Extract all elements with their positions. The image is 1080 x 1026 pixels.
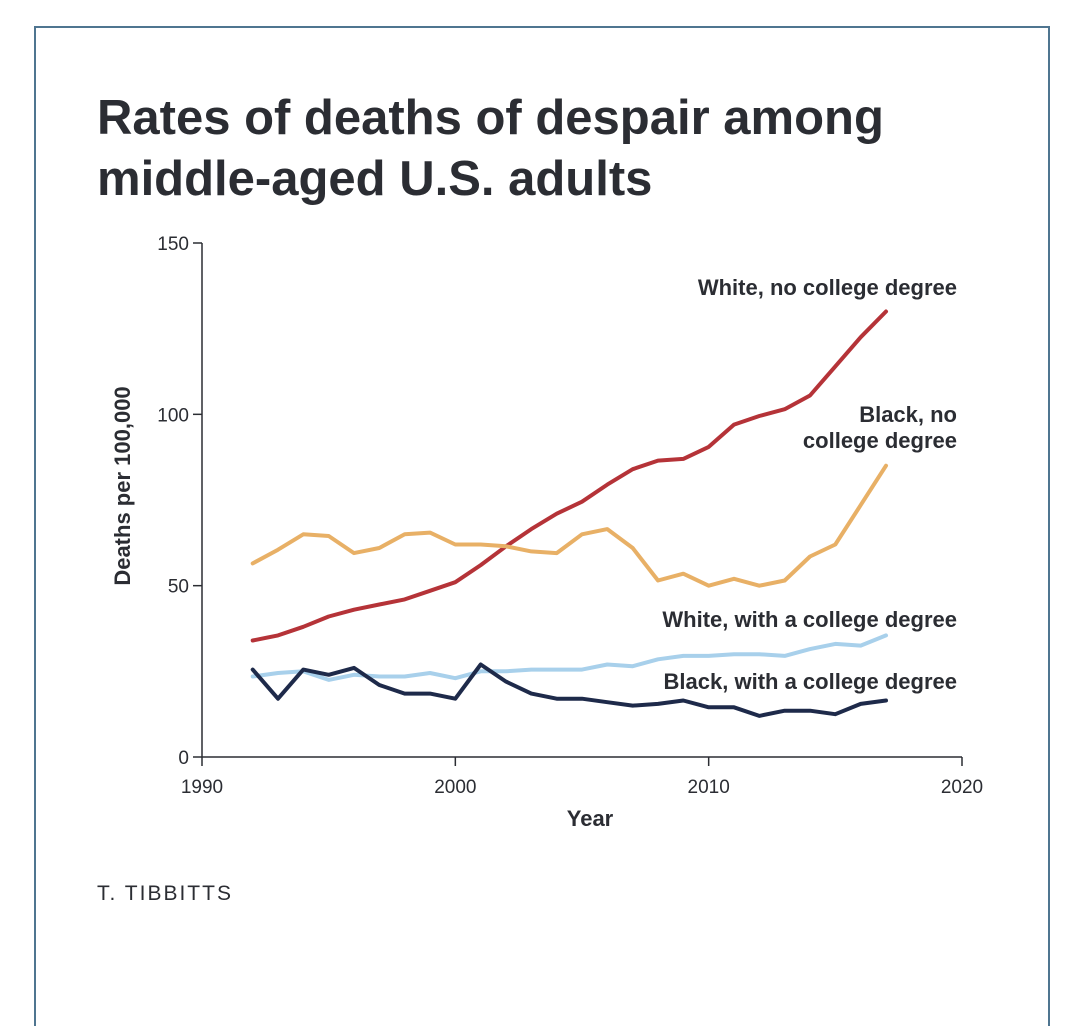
figure-frame: [34, 26, 1050, 1026]
label-white-college: White, with a college degree: [662, 607, 957, 632]
line-chart: 0 50 100 150 1990 2000 2010 2020 Year Deaths per …: [110, 234, 983, 831]
y-tick-label: 50: [168, 577, 189, 598]
y-tick-label: 0: [178, 748, 189, 769]
white-college-line: [250, 633, 888, 682]
x-tick-label: 2000: [434, 777, 476, 798]
x-tick-label: 1990: [181, 777, 223, 798]
y-axis-title: Deaths per 100,000: [110, 386, 135, 585]
black-no-college-line: [250, 463, 888, 588]
x-tick-label: 2020: [941, 777, 983, 798]
x-tick-label: 2010: [688, 777, 730, 798]
label-white-no-college: White, no college degree: [698, 275, 957, 300]
chart-title: Rates of deaths of despair among middle-…: [97, 91, 884, 206]
label-black-college: Black, with a college degree: [664, 669, 957, 694]
image-credit: T. TIBBITTS: [97, 882, 233, 905]
label-black-no-college: Black, no college degree: [803, 402, 957, 453]
white-no-college-line: [250, 309, 888, 643]
black-college-line: [250, 662, 888, 718]
x-axis-title: Year: [567, 806, 614, 831]
y-tick-label: 150: [157, 234, 189, 255]
y-tick-label: 100: [157, 405, 189, 426]
